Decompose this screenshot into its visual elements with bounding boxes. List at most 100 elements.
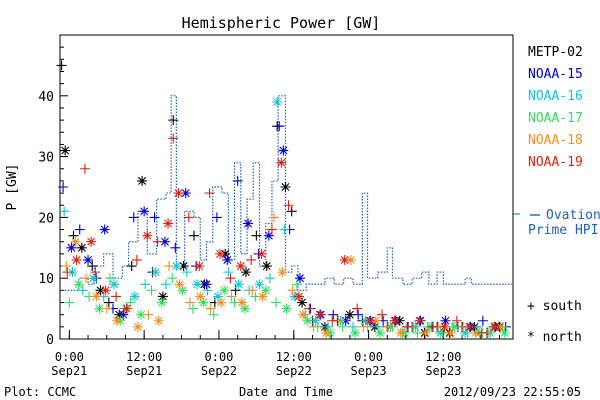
data-point-north bbox=[254, 279, 265, 290]
legend-entry: NOAA-19 bbox=[528, 155, 583, 170]
data-point-south bbox=[79, 163, 90, 174]
data-point-north bbox=[173, 188, 184, 199]
marker-legend-entry: + south bbox=[527, 299, 582, 314]
data-point-north bbox=[83, 254, 94, 265]
data-point-north bbox=[499, 327, 510, 338]
data-point-north bbox=[260, 285, 271, 296]
legend-entry: NOAA-18 bbox=[528, 133, 583, 148]
data-point-north bbox=[163, 218, 174, 229]
data-point-south bbox=[77, 285, 88, 296]
data-point-north bbox=[344, 309, 355, 320]
data-point-north bbox=[216, 297, 227, 308]
x-axis: 0:00Sep2112:00Sep210:00Sep2212:00Sep220:… bbox=[51, 330, 500, 378]
data-point-north bbox=[153, 315, 164, 326]
data-point-north bbox=[298, 309, 309, 320]
data-point-north bbox=[389, 315, 400, 326]
data-point-south bbox=[286, 206, 297, 217]
data-point-south bbox=[279, 224, 290, 235]
data-point-north bbox=[236, 297, 247, 308]
plot-timestamp: 2012/09/23 22:55:05 bbox=[444, 385, 581, 399]
data-point-north bbox=[174, 279, 185, 290]
data-point-south bbox=[271, 297, 282, 308]
data-point-south bbox=[140, 279, 151, 290]
data-point-north bbox=[310, 315, 321, 326]
chart-title: Hemispheric Power [GW] bbox=[182, 14, 381, 32]
data-point-south bbox=[181, 267, 192, 278]
data-point-south bbox=[152, 236, 163, 247]
data-point-north bbox=[192, 279, 203, 290]
data-point-south bbox=[74, 224, 85, 235]
data-point-north bbox=[445, 327, 456, 338]
data-point-south bbox=[128, 212, 139, 223]
y-tick-label: 20 bbox=[38, 211, 54, 226]
x-tick-label-date: Sep21 bbox=[51, 364, 87, 378]
data-point-south bbox=[451, 315, 462, 326]
data-point-north bbox=[302, 315, 313, 326]
data-point-south bbox=[126, 261, 137, 272]
data-point-north bbox=[177, 285, 188, 296]
data-point-south bbox=[101, 303, 112, 314]
data-point-north bbox=[489, 321, 500, 332]
data-point-north bbox=[76, 242, 87, 253]
data-point-south bbox=[168, 115, 179, 126]
ovation-legend-label: Prime HPI bbox=[528, 223, 598, 238]
data-point-south bbox=[247, 285, 258, 296]
data-point-south bbox=[61, 261, 72, 272]
data-point-north bbox=[295, 273, 306, 284]
data-point-north bbox=[395, 327, 406, 338]
data-point-north bbox=[91, 291, 102, 302]
data-point-south bbox=[269, 212, 280, 223]
data-point-south bbox=[223, 267, 234, 278]
data-point-north bbox=[99, 224, 110, 235]
ovation-line bbox=[61, 95, 512, 291]
data-point-north bbox=[440, 315, 451, 326]
data-point-south bbox=[189, 230, 200, 241]
data-point-north bbox=[180, 188, 191, 199]
data-point-north bbox=[240, 267, 251, 278]
data-point-north bbox=[414, 315, 425, 326]
data-point-north bbox=[495, 321, 506, 332]
data-point-south bbox=[205, 303, 216, 314]
data-point-north bbox=[261, 261, 272, 272]
legend-entry: NOAA-17 bbox=[528, 111, 583, 126]
data-point-south bbox=[274, 121, 285, 132]
data-point-north bbox=[257, 291, 268, 302]
data-point-south bbox=[477, 315, 488, 326]
data-point-north bbox=[156, 297, 167, 308]
data-point-north bbox=[142, 230, 153, 241]
x-tick-label-date: Sep22 bbox=[201, 364, 237, 378]
data-point-north bbox=[71, 254, 82, 265]
data-point-north bbox=[320, 327, 331, 338]
data-point-north bbox=[88, 273, 99, 284]
plot-source: Plot: CCMC bbox=[4, 385, 76, 399]
data-point-north bbox=[157, 291, 168, 302]
legend-entry: NOAA-16 bbox=[528, 89, 583, 104]
data-point-north bbox=[194, 261, 205, 272]
data-point-north bbox=[178, 261, 189, 272]
y-tick-label: 0 bbox=[46, 333, 54, 348]
data-point-south bbox=[337, 321, 348, 332]
data-point-north bbox=[109, 279, 120, 290]
data-point-north bbox=[73, 279, 84, 290]
data-point-south bbox=[353, 309, 364, 320]
data-point-south bbox=[125, 297, 136, 308]
data-point-north bbox=[239, 303, 250, 314]
data-point-south bbox=[225, 273, 236, 284]
marker-legend-entry: * north bbox=[527, 330, 582, 345]
x-tick-label-time: 0:00 bbox=[354, 350, 383, 364]
data-point-south bbox=[211, 212, 222, 223]
data-point-north bbox=[159, 236, 170, 247]
data-point-north bbox=[95, 285, 106, 296]
data-point-north bbox=[150, 267, 161, 278]
data-point-south bbox=[328, 309, 339, 320]
data-point-south bbox=[352, 303, 363, 314]
data-point-north bbox=[464, 321, 475, 332]
data-point-north bbox=[297, 297, 308, 308]
data-point-north bbox=[339, 254, 350, 265]
data-point-north bbox=[350, 327, 361, 338]
data-point-south bbox=[304, 303, 315, 314]
data-point-south bbox=[170, 242, 181, 253]
data-point-south bbox=[287, 285, 298, 296]
data-point-south bbox=[232, 175, 243, 186]
